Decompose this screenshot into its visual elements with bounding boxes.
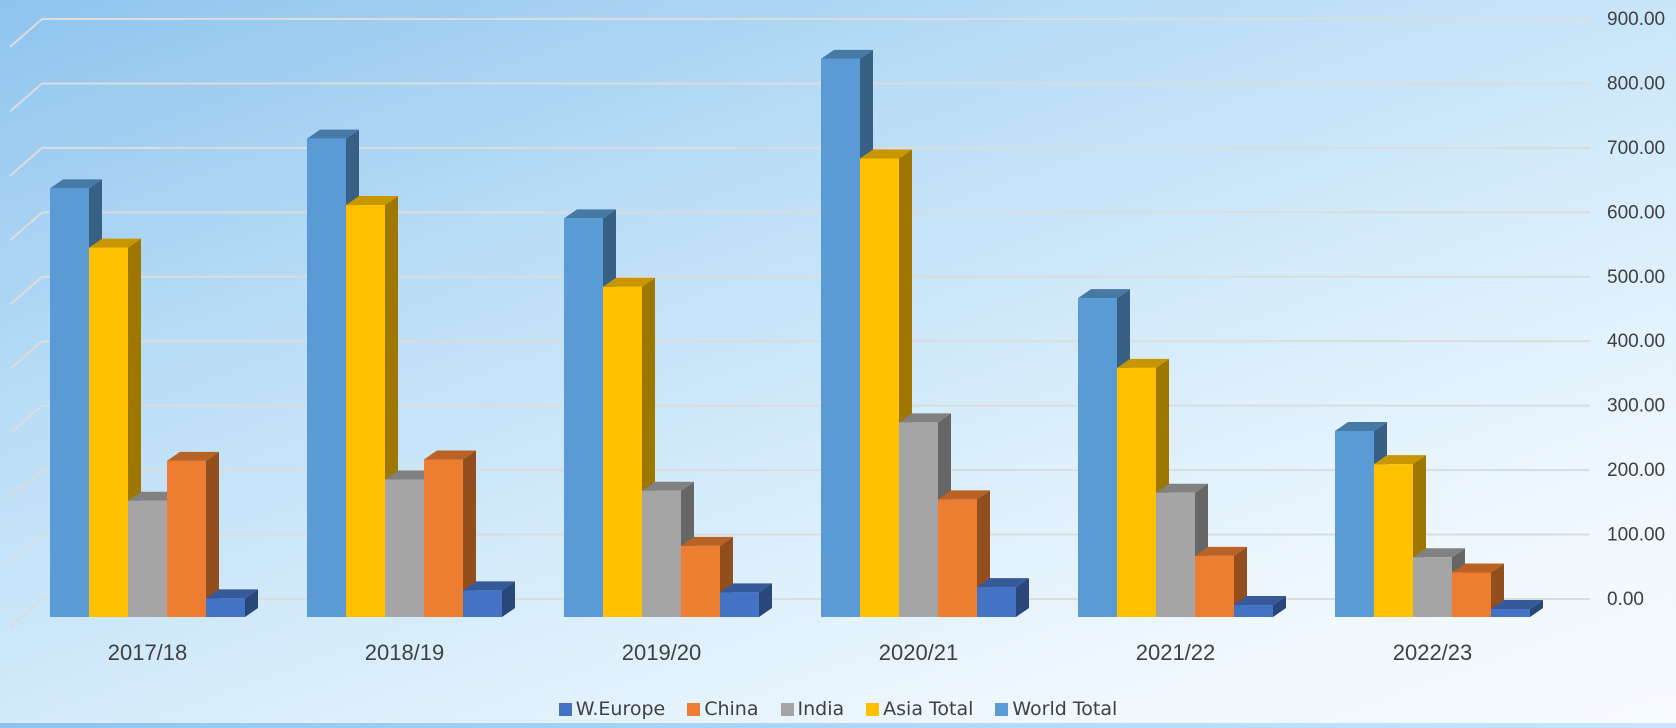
legend-swatch [558, 702, 572, 716]
legend-label: World Total [1012, 698, 1118, 720]
x-tick-label: 2022/23 [1393, 640, 1473, 665]
x-tick-label: 2017/18 [108, 640, 188, 665]
bar-w-europe-2022-23 [1491, 600, 1543, 617]
bar-w-europe-2018-19 [463, 581, 515, 617]
gridline-side [9, 469, 43, 499]
legend-item-india: India [780, 698, 845, 720]
gridline-side [9, 404, 43, 435]
bar-india-2021-22 [1156, 483, 1208, 617]
y-tick-label: 600.00 [1607, 202, 1665, 223]
x-tick-label: 2021/22 [1136, 640, 1216, 665]
y-tick-label: 700.00 [1607, 138, 1665, 159]
x-tick-label: 2020/21 [879, 640, 959, 665]
y-tick-label: 800.00 [1607, 73, 1665, 94]
gridline-side [9, 147, 43, 177]
bar-china-2017-18 [167, 451, 219, 617]
bar-w-europe-2017-18 [206, 589, 258, 617]
legend-item-china: China [687, 698, 759, 720]
gridline-side [9, 533, 43, 564]
legend-item-world-total: World Total [995, 698, 1117, 720]
legend-label: Asia Total [883, 698, 974, 720]
gridline-side [9, 211, 43, 242]
bar-asia-total-2018-19 [346, 196, 398, 618]
gridline-side [9, 82, 43, 113]
legend: W.Europe China India Asia Total World To… [0, 698, 1676, 720]
bar-china-2018-19 [424, 450, 476, 617]
y-tick-label: 200.00 [1607, 460, 1665, 481]
x-tick-label: 2019/20 [622, 640, 702, 665]
y-tick-label: 500.00 [1607, 267, 1665, 288]
x-tick-label: 2018/19 [365, 640, 445, 665]
legend-swatch [995, 702, 1009, 716]
legend-swatch [780, 702, 794, 716]
y-tick-label: 100.00 [1607, 525, 1665, 546]
y-tick-label: 300.00 [1607, 396, 1665, 417]
legend-swatch [866, 702, 880, 716]
legend-item-w-europe: W.Europe [558, 698, 666, 720]
legend-label: W.Europe [575, 698, 666, 720]
y-tick-label: 400.00 [1607, 331, 1665, 352]
legend-label: India [797, 698, 845, 720]
legend-swatch [687, 702, 701, 716]
bar-w-europe-2020-21 [977, 578, 1029, 617]
bar-w-europe-2019-20 [720, 583, 772, 617]
y-tick-label: 0.00 [1607, 589, 1644, 610]
gridline-side [9, 276, 43, 306]
legend-item-asia-total: Asia Total [866, 698, 973, 720]
gridline-side [9, 340, 43, 370]
legend-label: China [704, 698, 759, 720]
gridline-side [9, 18, 43, 48]
bar-w-europe-2021-22 [1234, 596, 1286, 617]
y-tick-label: 900.00 [1607, 9, 1665, 30]
gridline-side [9, 598, 43, 628]
